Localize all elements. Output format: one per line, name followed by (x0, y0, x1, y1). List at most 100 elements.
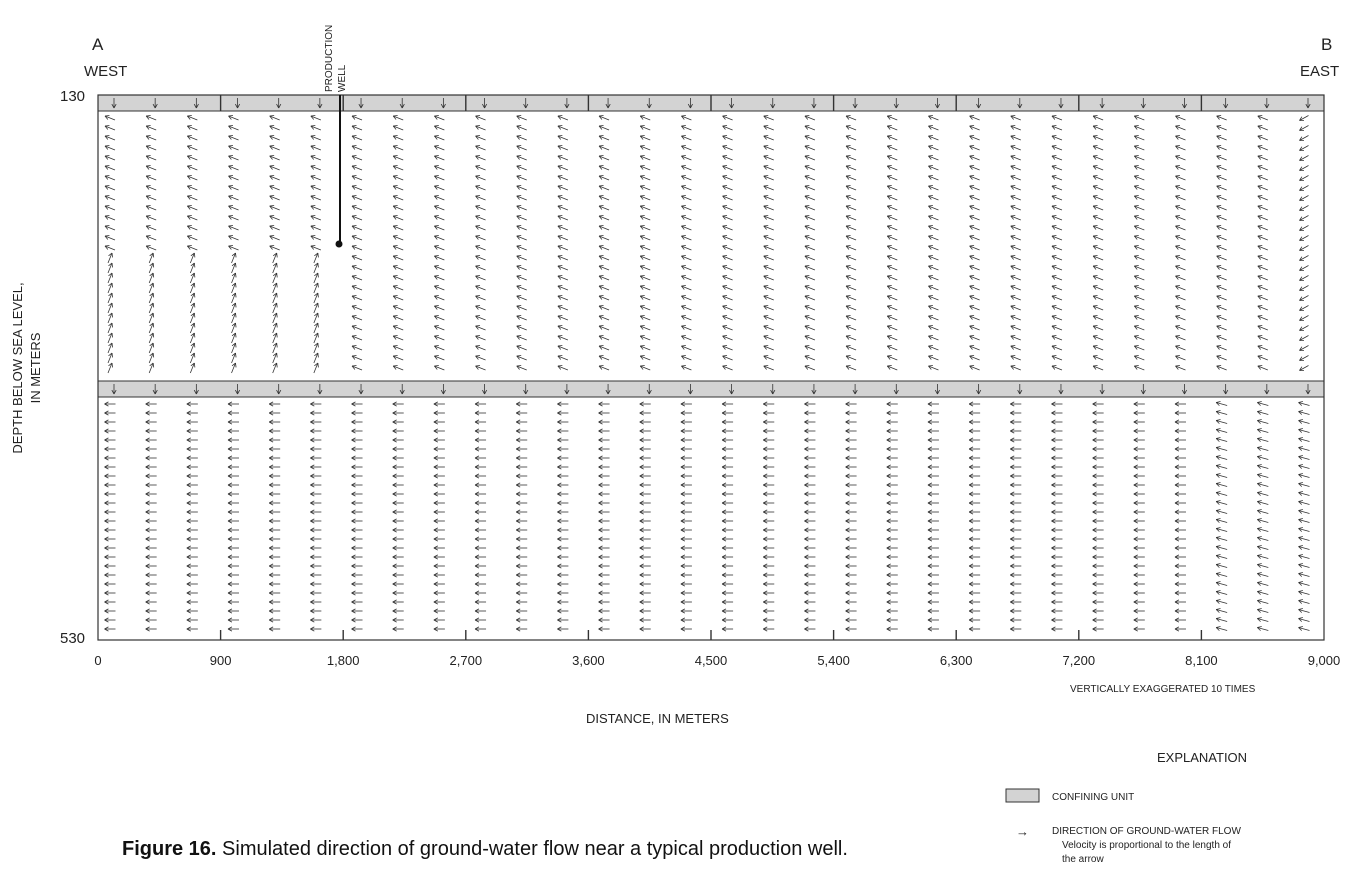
upper-aquifer-flow-arrow (764, 305, 774, 310)
upper-aquifer-flow-arrow (229, 125, 239, 130)
upper-aquifer-flow-arrow (149, 343, 154, 353)
upper-aquifer-flow-arrow (805, 165, 815, 170)
upper-aquifer-flow-arrow (1011, 195, 1021, 200)
upper-aquifer-flow-arrow (970, 365, 980, 370)
lower-aquifer-flow-arrow (1299, 608, 1310, 612)
lower-aquifer-flow-arrow (310, 411, 321, 415)
lower-aquifer-flow-arrow (1216, 599, 1227, 603)
lower-aquifer-flow-arrow (310, 573, 321, 577)
upper-aquifer-flow-arrow (1011, 325, 1021, 330)
lower-aquifer-flow-arrow (557, 420, 568, 424)
upper-aquifer-flow-arrow (1052, 255, 1062, 260)
lower-aquifer-flow-arrow (557, 402, 568, 406)
lower-aquifer-flow-arrow (763, 447, 774, 451)
lower-aquifer-flow-arrow (1216, 419, 1227, 423)
lower-aquifer-flow-arrow (1051, 573, 1062, 577)
upper-aquifer-flow-arrow (681, 215, 691, 220)
upper-aquifer-flow-arrow (352, 185, 362, 190)
upper-aquifer-flow-arrow (108, 323, 113, 333)
lower-aquifer-flow-arrow (887, 582, 898, 586)
upper-aquifer-flow-arrow (558, 235, 568, 240)
upper-aquifer-flow-arrow (149, 323, 154, 333)
upper-aquifer-flow-arrow (681, 185, 691, 190)
upper-aquifer-flow-arrow (1217, 155, 1227, 160)
upper-aquifer-flow-arrow (311, 155, 321, 160)
lower-aquifer-flow-arrow (1134, 591, 1145, 595)
lower-aquifer-flow-arrow (516, 429, 527, 433)
lower-aquifer-flow-arrow (804, 582, 815, 586)
lower-aquifer-flow-arrow (146, 537, 157, 541)
lower-aquifer-flow-arrow (228, 429, 239, 433)
lower-aquifer-flow-arrow (928, 510, 939, 514)
upper-aquifer-flow-arrow (1134, 285, 1144, 290)
lower-aquifer-flow-arrow (928, 627, 939, 631)
lower-aquifer-flow-arrow (228, 492, 239, 496)
upper-aquifer-flow-arrow (232, 293, 237, 303)
lower-aquifer-flow-arrow (804, 609, 815, 613)
upper-aquifer-flow-arrow (1175, 125, 1185, 130)
lower-aquifer-flow-arrow (1299, 581, 1310, 585)
lower-aquifer-flow-arrow (146, 411, 157, 415)
lower-aquifer-flow-arrow (105, 420, 116, 424)
lower-aquifer-flow-arrow (516, 411, 527, 415)
upper-aquifer-flow-arrow (805, 265, 815, 270)
upper-aquifer-flow-arrow (640, 345, 650, 350)
upper-aquifer-flow-arrow (1258, 315, 1268, 320)
upper-aquifer-flow-arrow (1175, 145, 1185, 150)
lower-aquifer-flow-arrow (846, 573, 857, 577)
upper-aquifer-flow-arrow (149, 333, 154, 343)
lower-aquifer-flow-arrow (516, 528, 527, 532)
lower-aquifer-flow-arrow (846, 483, 857, 487)
lower-aquifer-flow-arrow (228, 519, 239, 523)
lower-aquifer-flow-arrow (1093, 402, 1104, 406)
lower-aquifer-flow-arrow (352, 411, 363, 415)
upper-aquifer-flow-arrow (846, 245, 856, 250)
upper-aquifer-flow-arrow (928, 255, 938, 260)
lower-aquifer-flow-arrow (722, 528, 733, 532)
upper-aquifer-flow-arrow (970, 115, 980, 120)
lower-aquifer-flow-arrow (228, 618, 239, 622)
lower-aquifer-flow-arrow (804, 492, 815, 496)
upper-aquifer-flow-arrow (108, 283, 113, 293)
upper-aquifer-flow-arrow (1300, 346, 1309, 351)
lower-aquifer-flow-arrow (763, 456, 774, 460)
lower-aquifer-flow-arrow (1216, 581, 1227, 585)
lower-aquifer-flow-arrow (1093, 609, 1104, 613)
upper-aquifer-flow-arrow (146, 205, 156, 210)
upper-aquifer-flow-arrow (393, 355, 403, 360)
lower-aquifer-flow-arrow (146, 618, 157, 622)
lower-aquifer-flow-arrow (187, 438, 198, 442)
lower-aquifer-flow-arrow (228, 402, 239, 406)
upper-aquifer-flow-arrow (681, 365, 691, 370)
upper-aquifer-flow-arrow (1052, 235, 1062, 240)
upper-aquifer-flow-arrow (640, 115, 650, 120)
lower-aquifer-flow-arrow (1216, 491, 1227, 495)
lower-aquifer-flow-arrow (1216, 572, 1227, 576)
lower-aquifer-flow-arrow (1134, 528, 1145, 532)
upper-aquifer-flow-arrow (640, 285, 650, 290)
lower-aquifer-flow-arrow (434, 519, 445, 523)
upper-aquifer-flow-arrow (1258, 345, 1268, 350)
upper-aquifer-flow-arrow (887, 355, 897, 360)
lower-aquifer-flow-arrow (475, 492, 486, 496)
lower-aquifer-flow-arrow (846, 519, 857, 523)
lower-aquifer-flow-arrow (1051, 591, 1062, 595)
lower-aquifer-flow-arrow (146, 456, 157, 460)
lower-aquifer-flow-arrow (681, 447, 692, 451)
upper-aquifer-flow-arrow (558, 225, 568, 230)
caption-figure-number: Figure 16. (122, 838, 216, 860)
lower-aquifer-flow-arrow (846, 609, 857, 613)
lower-aquifer-flow-arrow (1093, 537, 1104, 541)
lower-aquifer-flow-arrow (763, 438, 774, 442)
lower-aquifer-flow-arrow (969, 420, 980, 424)
upper-aquifer-flow-arrow (149, 303, 154, 313)
upper-aquifer-flow-arrow (1175, 255, 1185, 260)
lower-aquifer-flow-arrow (269, 546, 280, 550)
lower-aquifer-flow-arrow (475, 591, 486, 595)
upper-aquifer-flow-arrow (1011, 235, 1021, 240)
lower-aquifer-flow-arrow (1134, 438, 1145, 442)
lower-aquifer-flow-arrow (516, 591, 527, 595)
upper-aquifer-flow-arrow (476, 195, 486, 200)
lower-aquifer-flow-arrow (516, 456, 527, 460)
upper-aquifer-flow-arrow (1052, 345, 1062, 350)
